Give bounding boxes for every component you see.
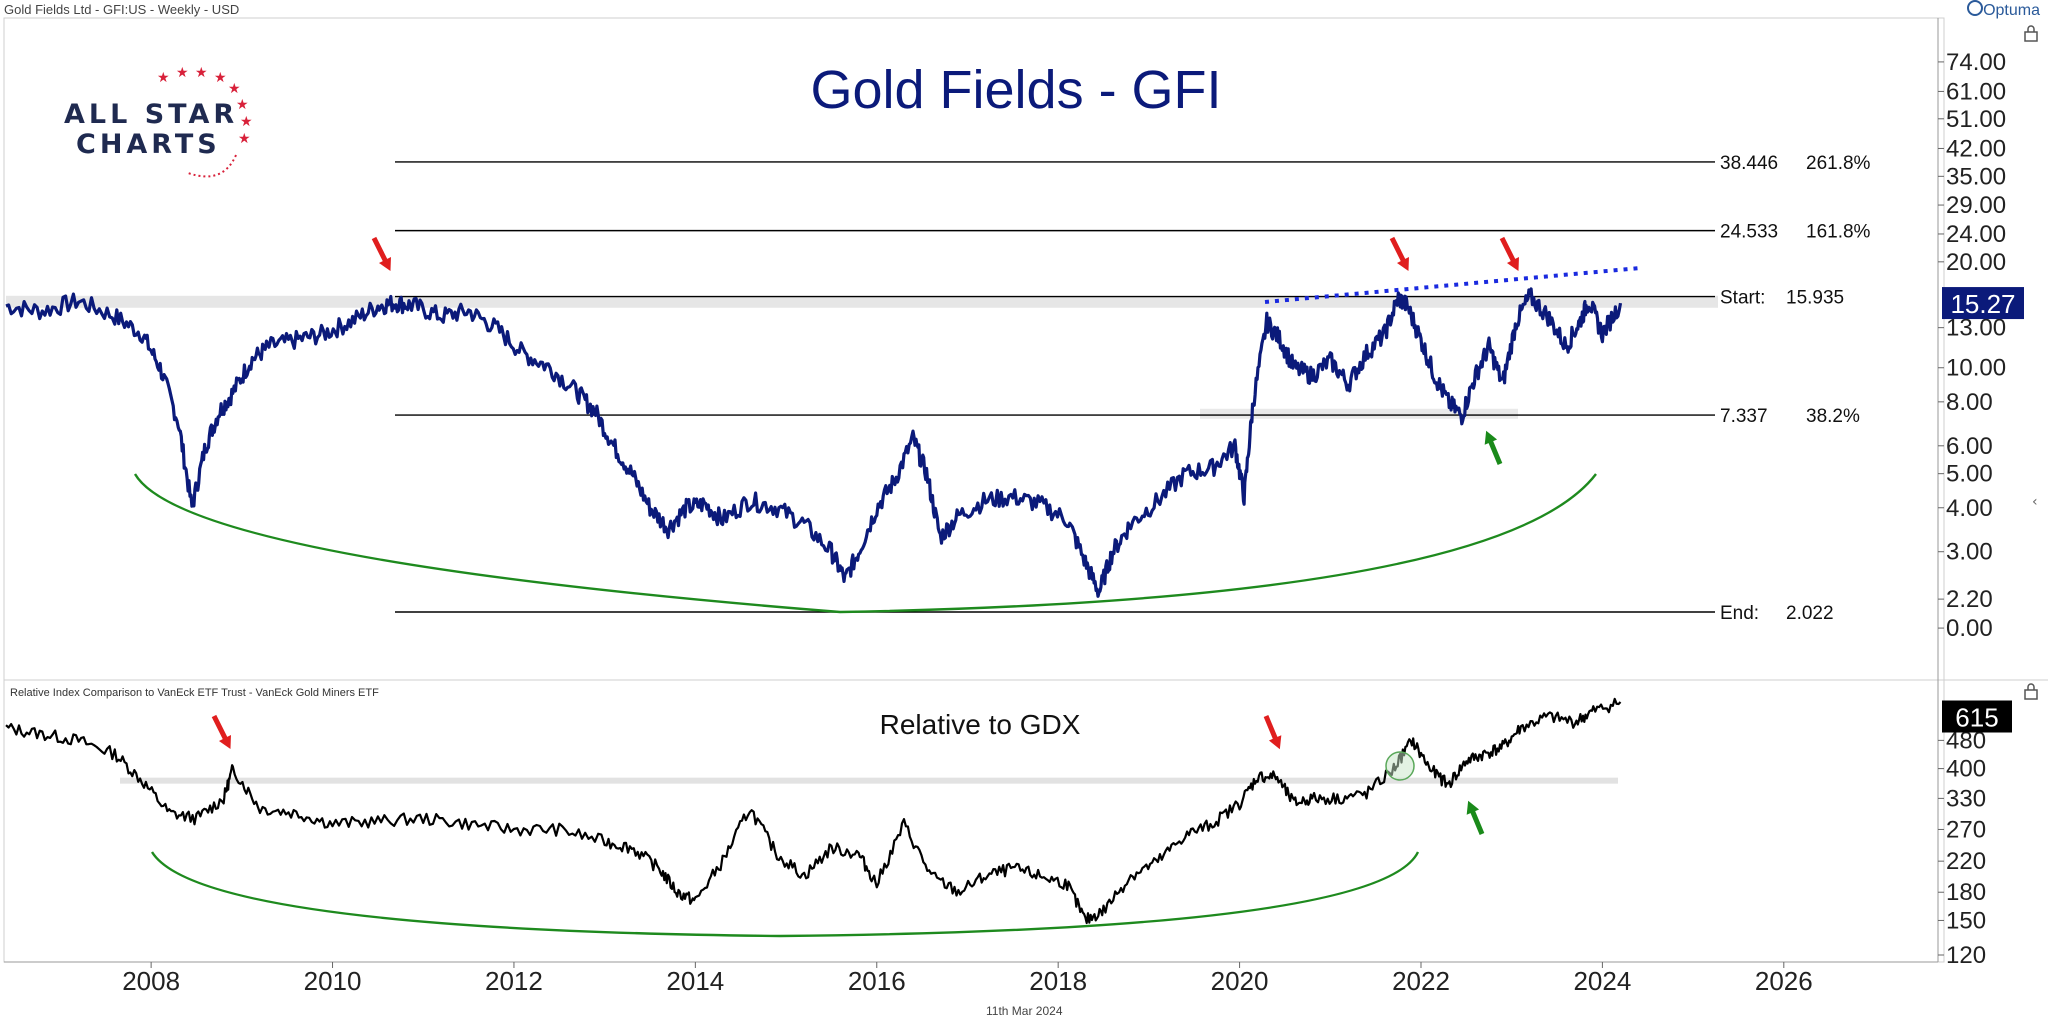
red-arrow-rel-2020-head [1268,735,1282,750]
price-ytick-label: 6.00 [1946,433,1993,460]
footer-date: 11th Mar 2024 [986,1004,1063,1018]
svg-text:★: ★ [228,81,241,97]
fib-level-value: 2.022 [1786,603,1834,624]
price-ytick-label: 10.00 [1946,355,2006,382]
relative-ytick-label: 220 [1946,848,1986,875]
svg-text:★: ★ [157,70,170,86]
relative-series-line [5,697,1622,925]
red-arrow-2021 [1389,236,1407,264]
red-arrow-rel-2008 [211,714,229,742]
red-arrow-2023-head [1506,256,1519,271]
relative-last-badge [1942,700,2012,733]
svg-text:★: ★ [214,70,227,86]
fib-level-value: 24.533 [1720,222,1778,243]
resistance-trendline [1264,266,1641,304]
red-arrow-rel-2008-head [218,734,231,749]
fib-level-prefix: Start: [1720,288,1765,309]
relative-ytick-label: 120 [1946,942,1986,969]
price-last-value: 15.27 [1950,289,2015,319]
price-ytick-label: 0.00 [1946,615,1993,642]
price-ytick-label: 29.00 [1946,192,2006,219]
fib-level-pct: 161.8% [1806,222,1871,243]
svg-text:★: ★ [240,114,253,130]
relative-band [120,777,1618,784]
price-ytick-label: 4.00 [1946,495,1993,522]
instrument-header: Gold Fields Ltd - GFI:US - Weekly - USD [4,2,240,17]
support-band [6,295,1718,308]
x-tick-label: 2022 [1392,966,1450,996]
red-arrow-2010-head [378,256,391,271]
optuma-brand: Optuma [1967,0,2040,20]
price-ytick-label: 42.00 [1946,135,2006,162]
relative-ytick-label: 400 [1946,756,1986,783]
x-tick-label: 2024 [1573,966,1631,996]
x-tick-label: 2012 [485,966,543,996]
relative-ytick-label: 180 [1946,879,1986,906]
lock-icon-top[interactable] [2022,24,2040,42]
all-star-charts-logo: ★ ★ ★ ★ ★ ★ ★ ★ ALL STAR CHARTS [58,55,298,195]
fib-level-pct: 38.2% [1806,406,1860,427]
red-arrow-2021-head [1396,256,1409,271]
x-tick-label: 2014 [666,966,724,996]
relative-last-value: 615 [1955,703,1998,733]
price-chart-title: Gold Fields - GFI [810,60,1221,120]
rounding-bottom-arc [133,473,1597,614]
price-last-badge [1942,287,2024,320]
green-arrow-rel-2022-head [1466,800,1480,815]
price-ytick-label: 8.00 [1946,389,1993,416]
chart-border [3,17,1945,963]
price-ytick-label: 2.20 [1946,586,1993,613]
relative-ytick-label: 150 [1946,907,1986,934]
price-ytick-label: 20.00 [1946,249,2006,276]
price-ytick-label: 35.00 [1946,163,2006,190]
svg-text:★: ★ [176,65,189,81]
lock-icon-bottom[interactable] [2022,682,2040,700]
red-arrow-rel-2020 [1263,715,1279,741]
price-ytick-label: 13.00 [1946,315,2006,342]
x-tick-label: 2020 [1211,966,1269,996]
relative-subtitle: Relative Index Comparison to VanEck ETF … [10,687,379,699]
red-arrow-2010 [371,236,389,264]
relative-bottom-arc [150,851,1420,938]
logo-line-2: CHARTS [76,129,221,160]
x-tick-label: 2010 [304,966,362,996]
x-tick-label: 2016 [848,966,906,996]
support-band-2 [1200,408,1518,419]
star-ring-icon: ★ ★ ★ ★★★ ★★ [157,65,253,178]
relative-ytick-label: 270 [1946,816,1986,843]
fib-level-prefix: End: [1720,603,1759,624]
price-ytick-label: 5.00 [1946,461,1993,488]
logo-line-1: ALL STAR [64,99,239,130]
price-series-line [5,287,1623,598]
collapse-chevron-icon[interactable]: ‹ [2032,494,2038,510]
price-ytick-label: 51.00 [1946,106,2006,133]
svg-text:★: ★ [195,65,208,81]
relative-chart-title: Relative to GDX [880,709,1081,740]
price-ytick-label: 74.00 [1946,49,2006,76]
price-ytick-label: 61.00 [1946,78,2006,105]
breakout-circle [1385,751,1415,781]
green-arrow-2022-head [1484,430,1498,445]
green-arrow-2022 [1487,439,1503,465]
optuma-brand-label: Optuma [1983,2,2040,19]
green-arrow-rel-2022 [1469,809,1485,835]
fib-level-value: 15.935 [1786,288,1844,309]
red-arrow-2023 [1499,236,1517,264]
price-ytick-label: 3.00 [1946,539,1993,566]
fib-level-value: 7.337 [1720,406,1768,427]
x-tick-label: 2008 [122,966,180,996]
relative-ytick-label: 330 [1946,785,1986,812]
svg-text:★: ★ [238,131,251,147]
x-tick-label: 2026 [1755,966,1813,996]
x-tick-label: 2018 [1029,966,1087,996]
fib-level-value: 38.446 [1720,153,1778,174]
fib-level-pct: 261.8% [1806,153,1871,174]
optuma-logo-icon [1967,0,1984,16]
price-ytick-label: 24.00 [1946,221,2006,248]
svg-text:★: ★ [236,97,249,113]
